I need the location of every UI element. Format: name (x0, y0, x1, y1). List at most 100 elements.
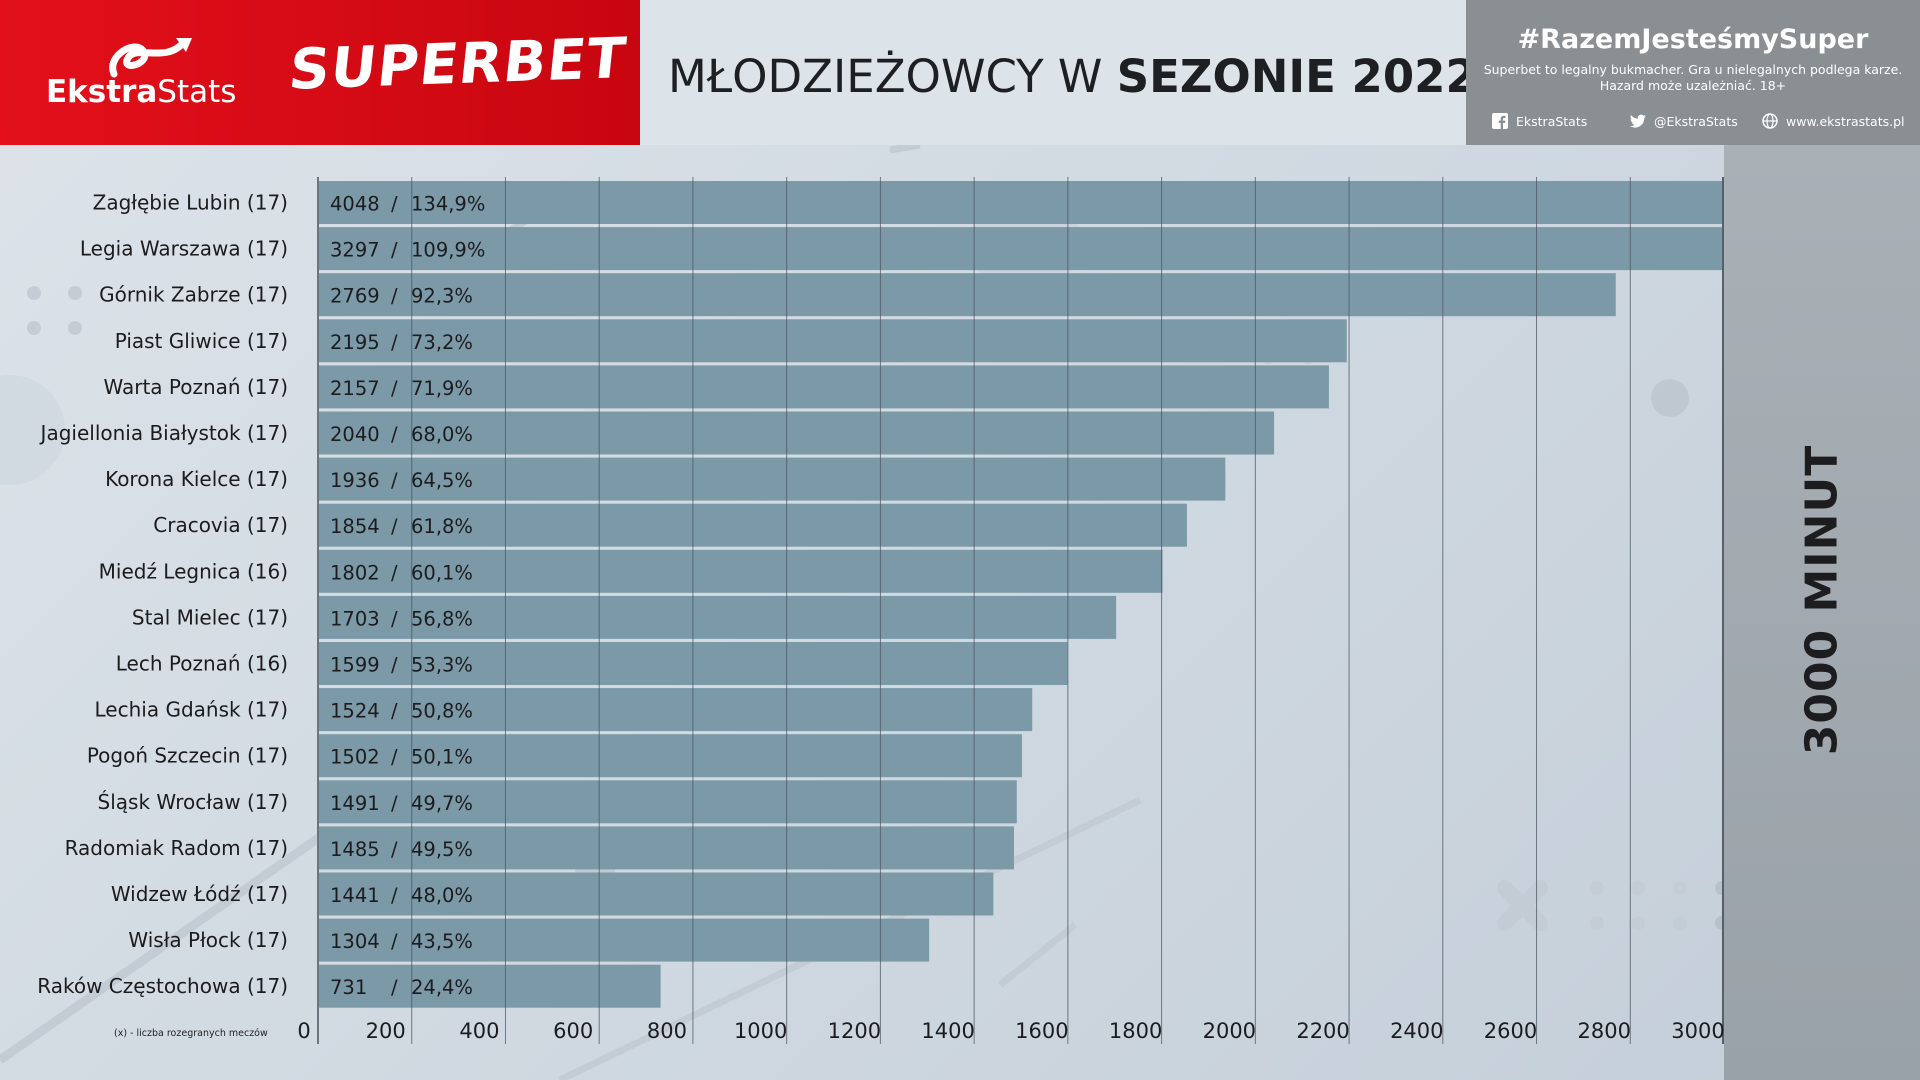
bar-value-label: 1491 (330, 792, 380, 815)
bar (318, 595, 1117, 639)
team-label: Górnik Zabrze (17) (99, 283, 288, 307)
bar (318, 273, 1616, 317)
bar (318, 181, 1724, 224)
bar-separator: / (391, 838, 398, 861)
bar (318, 227, 1724, 271)
social-twitter[interactable]: @EkstraStats (1630, 113, 1738, 129)
bar-percent-label: 49,5% (411, 838, 473, 861)
campaign-hashtag: #RazemJesteśmySuper (1517, 24, 1869, 55)
team-label: Stal Mielec (17) (132, 605, 288, 629)
x-tick-label: 200 (366, 1019, 406, 1043)
bar-value-label: 1936 (330, 469, 380, 492)
team-label: Cracovia (17) (153, 513, 288, 537)
bar-separator: / (391, 746, 398, 769)
x-tick-label: 3000 (1671, 1019, 1724, 1043)
bar-value-label: 2040 (330, 423, 380, 446)
legal-disclaimer: Superbet to legalny bukmacher. Gra u nie… (1483, 62, 1903, 93)
team-label: Lech Poznań (16) (116, 652, 288, 676)
ekstrastats-logo-icon (109, 38, 192, 78)
team-label: Widzew Łódź (17) (111, 882, 288, 906)
bar (318, 549, 1163, 593)
x-tick-label: 600 (553, 1019, 593, 1043)
team-label: Korona Kielce (17) (105, 467, 288, 491)
bar-value-label: 1703 (330, 607, 380, 630)
threshold-label: 3000 MINUT (1796, 444, 1848, 756)
bar-separator: / (391, 700, 398, 723)
bar-percent-label: 50,1% (411, 746, 473, 769)
bar-separator: / (391, 423, 398, 446)
threshold-panel (1724, 145, 1920, 1080)
team-label: Piast Gliwice (17) (115, 329, 288, 353)
bar-separator: / (391, 285, 398, 308)
team-label: Śląsk Wrocław (17) (98, 790, 288, 814)
bar-percent-label: 53,3% (411, 654, 473, 677)
bar-separator: / (391, 792, 398, 815)
header-info-block (1466, 0, 1920, 145)
bar-separator: / (391, 377, 398, 400)
social-facebook[interactable]: EkstraStats (1492, 113, 1587, 129)
bar (318, 457, 1226, 501)
superbet-logo: SUPERBET (285, 26, 630, 103)
bar-value-label: 1599 (330, 654, 380, 677)
bar-percent-label: 24,4% (411, 976, 473, 999)
bar-value-label: 1802 (330, 561, 380, 584)
bar-value-label: 1441 (330, 884, 380, 907)
team-label: Wisła Płock (17) (128, 928, 288, 952)
bar (318, 365, 1329, 409)
bar-value-label: 4048 (330, 193, 380, 216)
bar-value-label: 1854 (330, 515, 380, 538)
bar-value-label: 3297 (330, 239, 380, 262)
team-label: Radomiak Radom (17) (65, 836, 288, 860)
bar-percent-label: 43,5% (411, 930, 473, 953)
bar-value-label: 2769 (330, 285, 380, 308)
team-label: Raków Częstochowa (17) (37, 974, 288, 998)
bar (318, 688, 1033, 732)
bar-percent-label: 61,8% (411, 515, 473, 538)
bar (318, 503, 1187, 547)
header-title-block (640, 0, 1466, 145)
team-label: Legia Warszawa (17) (80, 237, 288, 261)
bar-separator: / (391, 930, 398, 953)
social-website[interactable]: www.ekstrastats.pl (1762, 113, 1905, 129)
bar-percent-label: 71,9% (411, 377, 473, 400)
x-tick-label: 2200 (1296, 1019, 1349, 1043)
x-tick-label: 0 (297, 1019, 310, 1043)
team-label: Zagłębie Lubin (17) (93, 191, 288, 215)
x-tick-label: 2800 (1578, 1019, 1631, 1043)
bar-separator: / (391, 469, 398, 492)
bar-chart: Zagłębie Lubin (17) 4048 / 134,9% Legia Wars… (37, 177, 1724, 1044)
bar-separator: / (391, 607, 398, 630)
bar-percent-label: 48,0% (411, 884, 473, 907)
bar (318, 964, 661, 1008)
bar-percent-label: 134,9% (411, 193, 485, 216)
bar-value-label: 731 (330, 976, 367, 999)
bar-separator: / (391, 884, 398, 907)
twitter-icon (1630, 114, 1646, 128)
team-label: Pogoń Szczecin (17) (87, 744, 288, 768)
x-tick-label: 1000 (734, 1019, 787, 1043)
ekstrastats-logo-text: EkstraStats (46, 74, 237, 110)
x-tick-label: 1600 (1015, 1019, 1068, 1043)
bar-percent-label: 60,1% (411, 561, 473, 584)
bar-percent-label: 56,8% (411, 607, 473, 630)
bar (318, 734, 1022, 778)
facebook-icon (1492, 113, 1508, 129)
bar (318, 918, 930, 962)
bar-separator: / (391, 561, 398, 584)
bar-separator: / (391, 654, 398, 677)
x-tick-label: 1400 (921, 1019, 974, 1043)
team-label: Warta Poznań (17) (103, 375, 288, 399)
bar-percent-label: 49,7% (411, 792, 473, 815)
x-tick-label: 2400 (1390, 1019, 1443, 1043)
team-label: Lechia Gdańsk (17) (95, 698, 288, 722)
bar-percent-label: 64,5% (411, 469, 473, 492)
bar-percent-label: 92,3% (411, 285, 473, 308)
bar-percent-label: 109,9% (411, 239, 485, 262)
bar (318, 826, 1014, 870)
bar-separator: / (391, 976, 398, 999)
bar-separator: / (391, 193, 398, 216)
bar-separator: / (391, 515, 398, 538)
bar (318, 319, 1347, 363)
x-tick-label: 1200 (828, 1019, 881, 1043)
